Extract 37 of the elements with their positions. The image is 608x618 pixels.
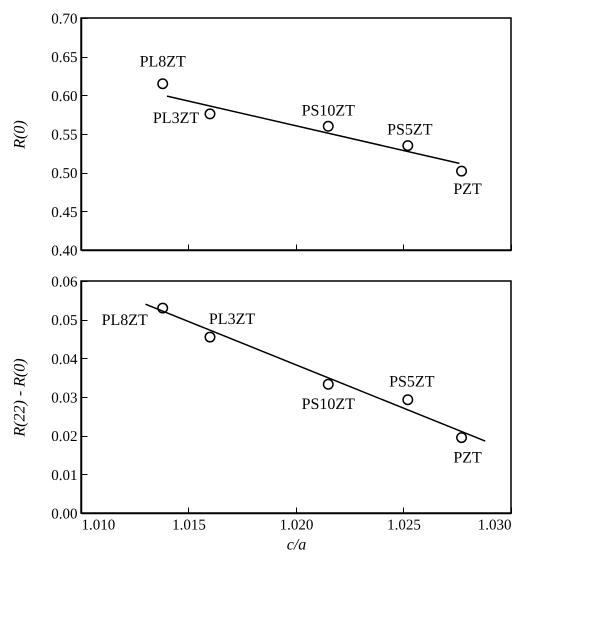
point bbox=[204, 108, 216, 120]
x-tick-label: 1.020 bbox=[280, 518, 314, 534]
y-axis-title: R(22) - R(0) bbox=[11, 358, 28, 438]
annotation: PS5ZT bbox=[387, 122, 433, 139]
y-tick-label: 0.03 bbox=[51, 390, 78, 406]
annotation: PS10ZT bbox=[302, 102, 356, 120]
annotation: PL3ZT bbox=[208, 311, 256, 328]
annotation: PZT bbox=[453, 450, 482, 467]
y-tick-label: 0.70 bbox=[51, 12, 78, 28]
y-tick-label: 0.65 bbox=[51, 50, 78, 66]
y-tick-label: 0.55 bbox=[51, 128, 78, 144]
x-tick-label: 1.010 bbox=[82, 518, 116, 534]
y-tick-label: 0.02 bbox=[51, 429, 78, 446]
x-tick-label: 1.015 bbox=[172, 518, 206, 534]
annotation: PZT bbox=[453, 181, 482, 198]
y-tick-label: 0.04 bbox=[51, 352, 78, 368]
y-tick-label: 0.05 bbox=[51, 313, 78, 330]
point bbox=[157, 78, 168, 90]
y-tick-label: 0.06 bbox=[51, 274, 78, 290]
y-tick-label: 0.40 bbox=[51, 244, 78, 260]
annotation: PL8ZT bbox=[140, 54, 186, 71]
y-axis-title: R(0) bbox=[11, 120, 28, 150]
x-axis-title: c/a bbox=[286, 536, 306, 554]
x-tick-label: 1.025 bbox=[387, 518, 421, 534]
annotation: PL3ZT bbox=[152, 110, 200, 127]
point bbox=[456, 166, 468, 177]
y-tick-label: 0.60 bbox=[51, 88, 78, 105]
y-tick-label: 0.50 bbox=[51, 166, 78, 182]
point bbox=[402, 140, 414, 152]
y-tick-label: 0.00 bbox=[51, 506, 78, 522]
y-tick-label: 0.01 bbox=[51, 468, 78, 484]
y-tick-label: 0.45 bbox=[51, 204, 78, 221]
annotation: PS10ZT bbox=[302, 396, 356, 414]
x-tick-label: 1.030 bbox=[478, 518, 512, 534]
annotation: PS5ZT bbox=[389, 374, 435, 391]
annotation: PL8ZT bbox=[102, 312, 148, 330]
point bbox=[322, 120, 334, 132]
